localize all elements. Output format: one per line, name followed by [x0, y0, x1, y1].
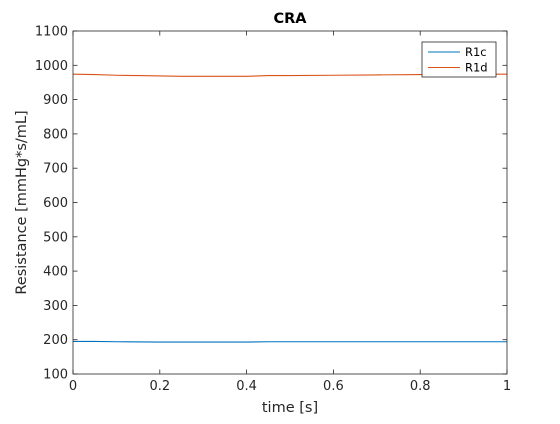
legend-box	[421, 41, 497, 78]
y-tick-label: 300	[43, 299, 68, 314]
x-tick-label: 0.6	[323, 379, 344, 394]
axes: 0 0.2 0.4 0.6 0.8 110020030040050060070080090…	[35, 25, 511, 395]
x-tick-label: 0.8	[410, 379, 431, 394]
x-tick-label: 0	[69, 379, 77, 394]
y-tick-label: 600	[43, 196, 68, 211]
y-axis-label: Resistance [mmHg*s/mL]	[14, 110, 30, 294]
x-tick-label: 0.2	[149, 379, 170, 394]
x-tick-label: 1	[503, 379, 511, 394]
series-line-r1c	[73, 340, 507, 343]
plot-area	[72, 31, 507, 374]
y-tick-label: 900	[43, 93, 68, 108]
legend-label-r1d: R1d	[465, 61, 488, 75]
y-tick-label: 1100	[35, 25, 68, 40]
y-tick-label: 800	[43, 127, 68, 142]
chart-title: CRA	[273, 11, 307, 27]
y-tick-label: 400	[43, 265, 68, 280]
x-axis-label: time [s]	[262, 400, 318, 416]
plot-background	[73, 31, 507, 374]
y-tick-label: 500	[43, 230, 68, 245]
y-tick-label: 700	[43, 162, 68, 177]
y-tick-label: 100	[43, 368, 68, 383]
y-tick-label: 200	[43, 333, 68, 348]
y-tick-label: 1000	[35, 59, 68, 74]
x-tick-label: 0.4	[236, 379, 257, 394]
legend-label-r1c: R1c	[465, 45, 487, 59]
